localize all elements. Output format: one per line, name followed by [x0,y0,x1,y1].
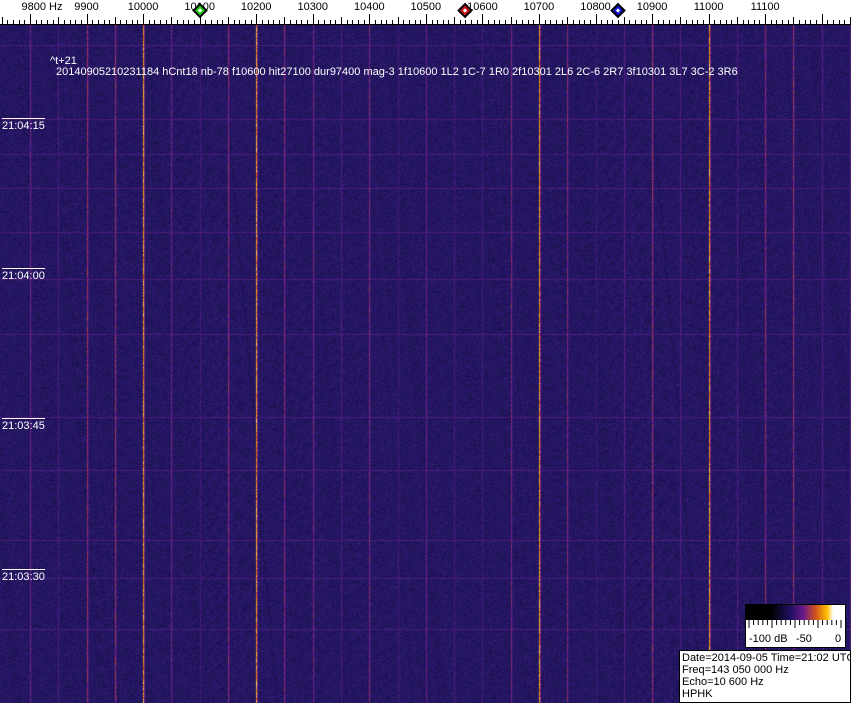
time-label: 21:04:00 [2,268,45,282]
scale-ticks [748,620,842,628]
tick-label: 10600 [467,1,498,13]
info-date-time: Date=2014-09-05 Time=21:02 UTC [682,652,851,664]
tick-label: 10300 [297,1,329,13]
info-frequency: Freq=143 050 000 Hz [682,664,789,676]
detection-header: ^t+21 20140905210231184 hCnt18 nb-78 f10… [50,56,738,78]
header-detection-info: 20140905210231184 hCnt18 nb-78 f10600 hi… [56,66,738,78]
tick-label: 11000 [693,1,724,13]
waterfall-spectrogram[interactable] [0,25,851,703]
tick-label: 9800 Hz [21,1,63,13]
scale-label-max: 0 [835,633,842,645]
tick-label: 10400 [354,1,385,13]
time-label: 21:03:45 [2,418,45,432]
tick-label: 10200 [240,1,272,13]
tick-label: 10800 [580,1,611,13]
info-box: Date=2014-09-05 Time=21:02 UTC Freq=143 … [679,650,851,703]
tick-label: 9900 [74,1,99,13]
tick-label: 10700 [523,1,555,13]
header-time-offset: ^t+21 [50,55,77,67]
color-gradient [746,605,845,620]
scale-label-mid: -50 [796,633,812,645]
frequency-ruler: 9800 Hz990010000101001020010300104001050… [0,0,851,25]
tick-label: 10900 [636,1,668,13]
tick-label: 11100 [750,1,780,13]
info-station: HPHK [682,688,713,700]
scale-label-min: -100 dB [749,633,788,645]
time-label: 21:03:30 [2,569,45,583]
tick-label: 10500 [410,1,442,13]
ruler-ticks [0,14,851,25]
color-scale-legend: -100 dB -50 0 [745,604,846,648]
info-echo: Echo=10 600 Hz [682,676,764,688]
tick-label: 10000 [127,1,159,13]
time-label: 21:04:15 [2,118,45,132]
